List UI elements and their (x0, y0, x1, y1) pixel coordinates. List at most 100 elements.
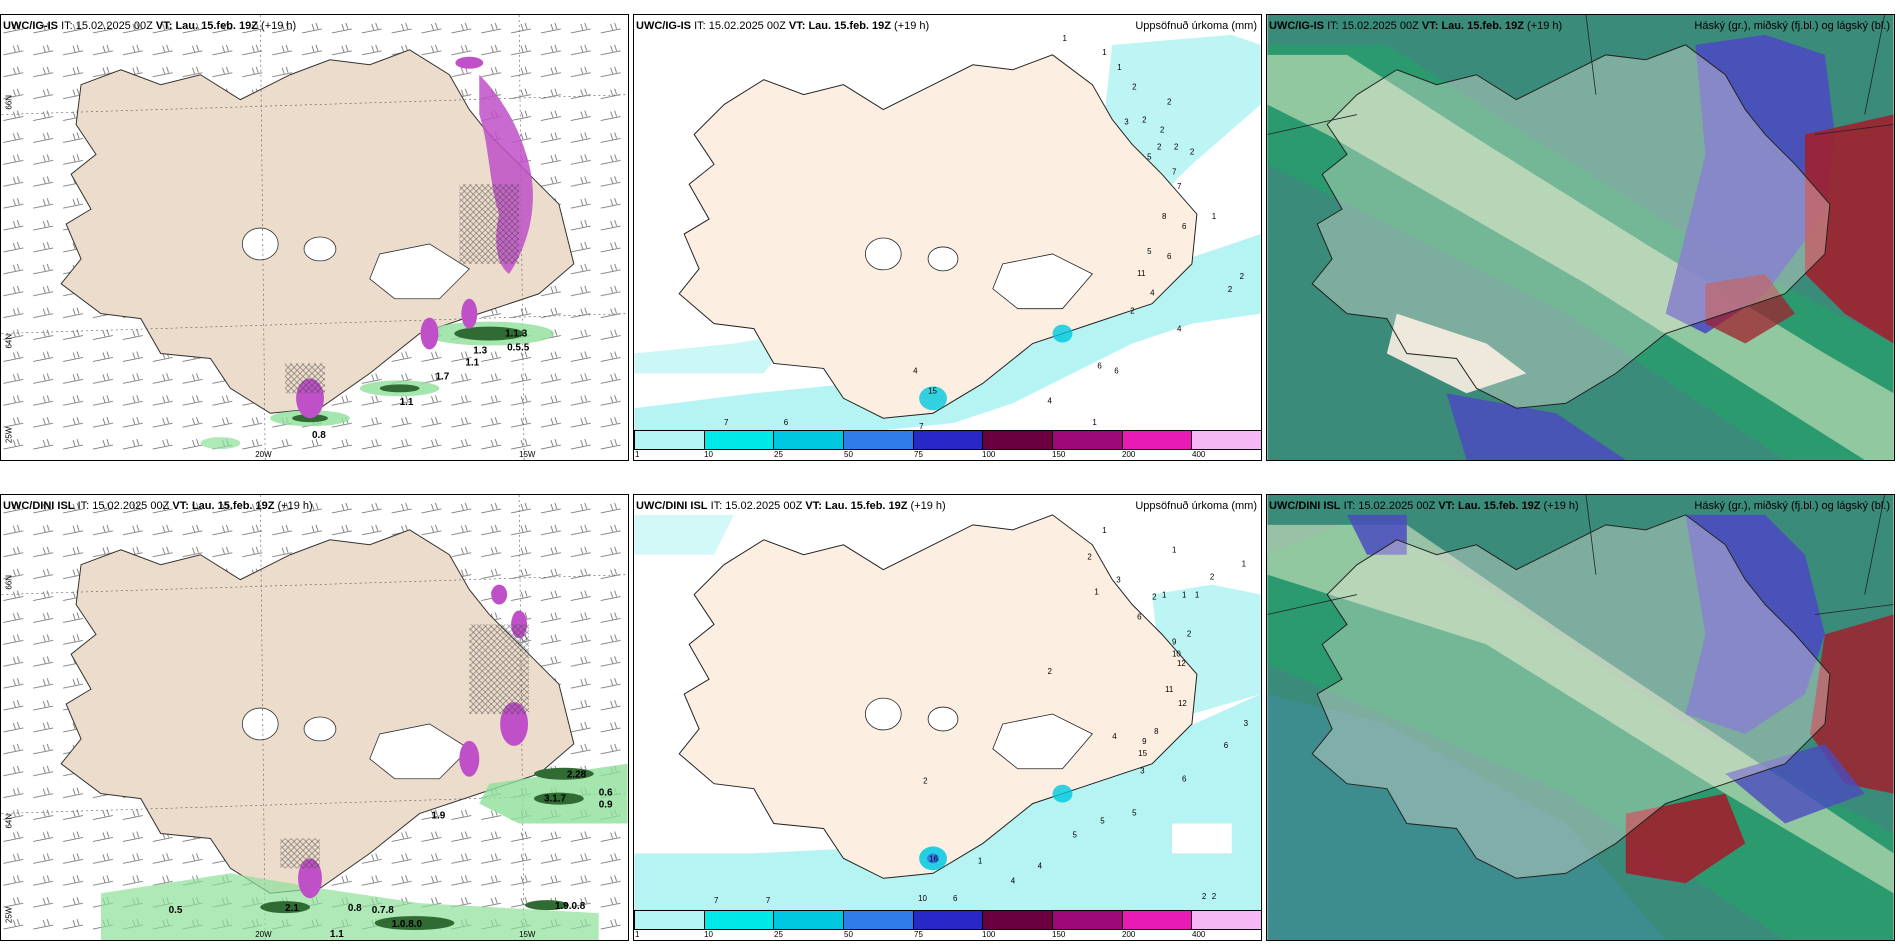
iceland-landmass (60, 49, 575, 414)
colorbar-swatch (912, 431, 983, 449)
precip-label: 1 (1094, 588, 1099, 597)
precip-label: 6 (1167, 252, 1172, 261)
precip-label: 2 (923, 777, 928, 786)
colorbar-tick: 25 (774, 930, 783, 939)
colorbar-tick: 1 (635, 930, 640, 939)
precip-label: 15 (1138, 749, 1147, 758)
wind-label: 2.1 (285, 903, 299, 914)
it-label: IT: (694, 20, 706, 32)
lon-label: 20W (255, 450, 272, 459)
precip-label: 15 (928, 386, 937, 395)
lat-label: 66N (4, 575, 13, 590)
lat-label: 66N (4, 95, 13, 110)
precip-label: 1 (1162, 591, 1167, 600)
wind-panel-top: 0.8 1.1 1.7 1.1 1.3 0.5.5 1.1.3 66N 64N … (0, 14, 629, 461)
colorbar-swatch (1121, 431, 1192, 449)
colorbar-tick: 400 (1192, 450, 1206, 459)
precip-label: 5 (1147, 247, 1152, 256)
colorbar-tick: 150 (1052, 450, 1066, 459)
wind-label: 0.8 (312, 430, 326, 441)
wind-label: 1.1 (330, 929, 344, 940)
precip-label: 1 (1195, 591, 1200, 600)
iceland-landmass (60, 529, 575, 894)
colorbar-swatch (634, 911, 704, 929)
precip-legend-title: Uppsöfnuð úrkoma (mm) (1135, 20, 1257, 32)
precip-label: 6 (1182, 222, 1187, 231)
panel-title: UWC/IG-IS IT: 15.02.2025 00Z VT: Lau. 15… (636, 20, 929, 32)
precip-label: 2 (1228, 285, 1233, 294)
panel-title: UWC/IG-IS IT: 15.02.2025 00Z VT: Lau. 15… (3, 20, 296, 32)
precip-label: 2 (1187, 629, 1192, 638)
model-name: UWC/DINI ISL (636, 500, 708, 512)
colorbar-swatch (982, 911, 1053, 929)
vatnajokull-glacier (369, 243, 470, 300)
vt-label: VT: (172, 500, 189, 512)
precip-label: 6 (1182, 775, 1187, 784)
colorbar-swatch (703, 431, 774, 449)
wind-label: 0.6 (599, 788, 613, 799)
wind-label: 0.5.5 (507, 342, 530, 353)
wind-label: 0.5 (169, 905, 183, 916)
iceland-outline (1311, 514, 1831, 879)
lead-time: (+19 h) (894, 20, 930, 32)
colorbar-swatch (1052, 911, 1122, 929)
vt-value: Lau. 15.feb. 19Z (1441, 20, 1524, 32)
vt-value: Lau. 15.feb. 19Z (175, 20, 258, 32)
precip-label: 2 (1210, 573, 1215, 582)
precip-map-bottom: 1 2 1 1 2 1 1 1 2 3 1 6 10 9 12 11 12 2 … (634, 495, 1261, 940)
vt-label: VT: (788, 20, 806, 32)
precip-label: 7 (1172, 167, 1177, 176)
it-value: 15.02.2025 00Z (75, 20, 153, 32)
precip-label: 12 (1178, 699, 1187, 708)
wind-map-bottom: 0.5 1.1 0.8 0.7.8 1.0.8.0 1.9.0.8 3.1.7 … (1, 495, 628, 940)
colorbar-swatch (982, 431, 1053, 449)
colorbar-tick: 100 (982, 450, 996, 459)
precip-label: 6 (1137, 612, 1142, 621)
panel-title: UWC/DINI ISL IT: 15.02.2025 00Z VT: Lau.… (1269, 500, 1579, 512)
precip-label: 2 (1190, 147, 1195, 156)
precip-label: 2 (1152, 593, 1157, 602)
precip-label: 5 (1147, 152, 1152, 161)
colorbar-swatch (703, 911, 774, 929)
it-label: IT: (77, 500, 90, 512)
wind-label: 1.9 (431, 811, 445, 822)
precip-label: 1 (978, 856, 983, 865)
wind-label: 0.7.8 (372, 905, 395, 916)
colorbar-swatch (773, 911, 844, 929)
wind-label: 1.9.0.8 (555, 901, 586, 912)
lon-label: 15W (519, 450, 536, 459)
precip-label: 6 (784, 418, 789, 427)
colorbar-tick: 75 (914, 930, 923, 939)
precip-label: 2 (1160, 125, 1165, 134)
lon-label: 25W (4, 906, 13, 923)
lon-label: 15W (519, 930, 536, 939)
model-name: UWC/IG-IS (1269, 20, 1324, 32)
vt-label: VT: (1421, 20, 1439, 32)
cloud-legend-title: Háský (gr.), miðský (fj.bl.) og lágský (… (1694, 20, 1890, 32)
it-value: 15.02.2025 00Z (1358, 500, 1436, 512)
precip-label: 9 (1172, 637, 1177, 646)
colorbar-ticks: 1 10 25 50 75 100 150 200 400 (634, 450, 1261, 460)
precip-label: 1 (1172, 546, 1177, 555)
precip-label: 6 (1114, 366, 1119, 375)
cloud-map-top (1267, 15, 1894, 460)
lead-time: (+19 h) (1543, 500, 1579, 512)
lead-time: (+19 h) (910, 500, 946, 512)
model-name: UWC/IG-IS (636, 20, 691, 32)
lead-time: (+19 h) (1527, 20, 1563, 32)
precip-label: 8 (1162, 212, 1167, 221)
colorbar-tick: 150 (1052, 930, 1066, 939)
precip-label: 6 (1224, 741, 1229, 750)
precip-label: 1 (1182, 591, 1187, 600)
colorbar-tick: 50 (844, 450, 853, 459)
it-label: IT: (710, 500, 723, 512)
panel-title: UWC/DINI ISL IT: 15.02.2025 00Z VT: Lau.… (636, 500, 946, 512)
wind-label: 1.3 (473, 345, 487, 356)
precip-label: 4 (913, 366, 918, 375)
hofsjokull-glacier (303, 236, 337, 262)
colorbar-tick: 75 (914, 450, 923, 459)
wind-label: 0.9 (599, 800, 613, 811)
vt-label: VT: (805, 500, 822, 512)
lat-label: 64N (4, 814, 13, 829)
wind-label: 1.1 (465, 357, 479, 368)
